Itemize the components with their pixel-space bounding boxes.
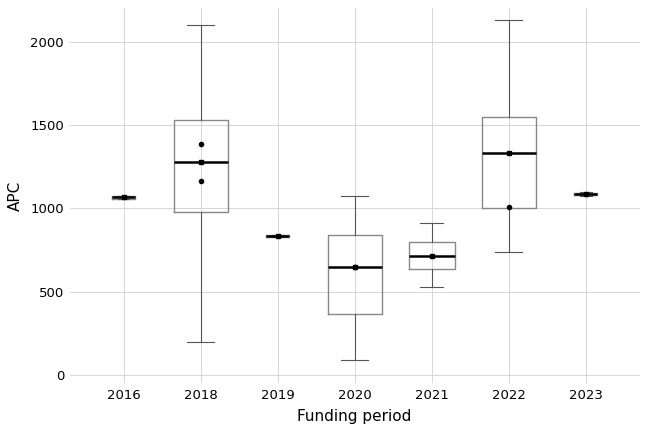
X-axis label: Funding period: Funding period: [297, 409, 412, 424]
Y-axis label: APC: APC: [8, 181, 23, 211]
